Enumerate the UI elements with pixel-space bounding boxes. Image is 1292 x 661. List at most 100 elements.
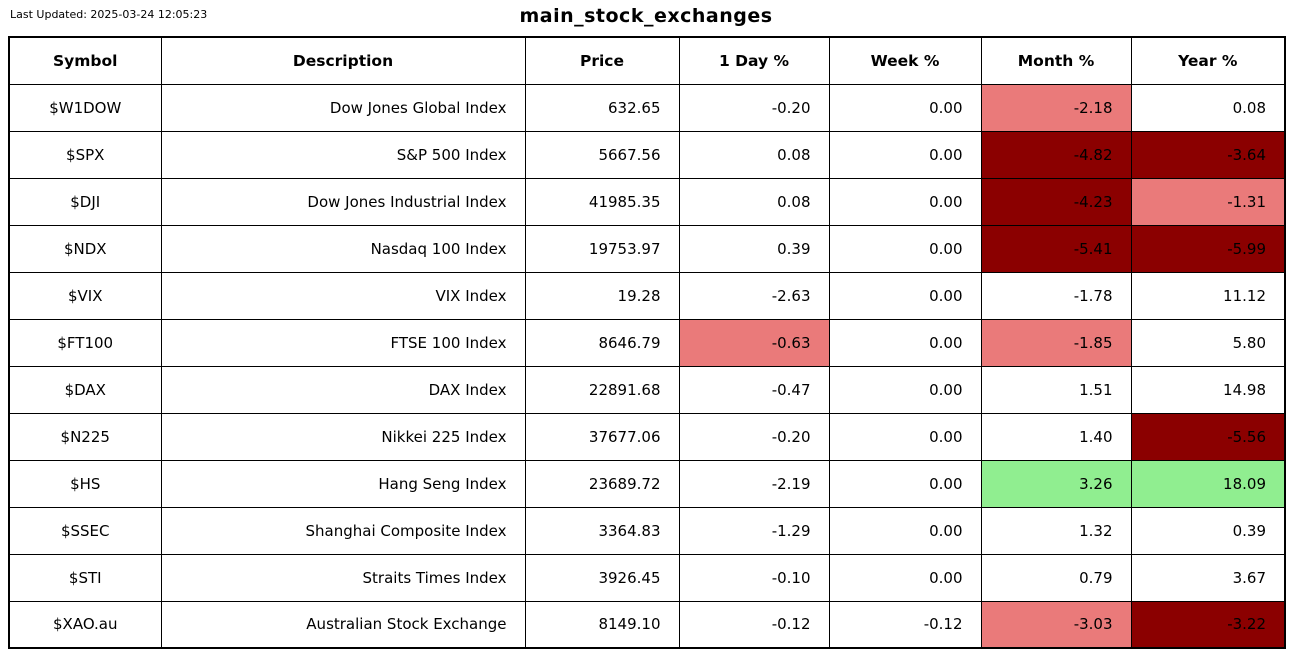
cell-day: -0.12 [678,600,830,649]
cell-week: 0.00 [828,459,982,508]
cell-week: -0.12 [828,600,982,649]
page-title: main_stock_exchanges [519,5,773,27]
cell-day: -0.20 [678,83,830,132]
cell-month: -1.78 [980,271,1132,320]
cell-description: Nasdaq 100 Index [160,224,526,273]
column-header-month: Month % [980,36,1132,85]
stock-exchanges-table: Symbol Description Price 1 Day % Week % Month… [8,36,1286,649]
cell-description: Australian Stock Exchange [160,600,526,649]
cell-year: -3.64 [1130,130,1286,179]
cell-year: 0.39 [1130,506,1286,555]
cell-price: 19.28 [524,271,680,320]
cell-day: 0.08 [678,177,830,226]
cell-week: 0.00 [828,130,982,179]
column-header-week: Week % [828,36,982,85]
cell-year: 11.12 [1130,271,1286,320]
cell-week: 0.00 [828,83,982,132]
table-row: $STI Straits Times Index 3926.45 -0.10 0.00 0… [8,553,1286,602]
cell-description: VIX Index [160,271,526,320]
cell-year: 0.08 [1130,83,1286,132]
cell-year: -5.56 [1130,412,1286,461]
report-header: Last Updated: 2025-03-24 12:05:23 main_s… [0,0,1292,36]
cell-month: 1.32 [980,506,1132,555]
cell-day: -0.10 [678,553,830,602]
cell-year: -5.99 [1130,224,1286,273]
cell-symbol: $DJI [8,177,162,226]
cell-day: 0.39 [678,224,830,273]
cell-symbol: $W1DOW [8,83,162,132]
table-row: $DAX DAX Index 22891.68 -0.47 0.00 1.51 14.98 [8,365,1286,414]
table-row: $FT100 FTSE 100 Index 8646.79 -0.63 0.00 -1.8… [8,318,1286,367]
cell-month: -3.03 [980,600,1132,649]
cell-price: 3926.45 [524,553,680,602]
cell-year: -3.22 [1130,600,1286,649]
cell-price: 8646.79 [524,318,680,367]
cell-week: 0.00 [828,365,982,414]
cell-symbol: $HS [8,459,162,508]
table-row: $HS Hang Seng Index 23689.72 -2.19 0.00 3.26 1… [8,459,1286,508]
table-row: $NDX Nasdaq 100 Index 19753.97 0.39 0.00 -5.4… [8,224,1286,273]
cell-month: -5.41 [980,224,1132,273]
cell-description: Hang Seng Index [160,459,526,508]
cell-year: 14.98 [1130,365,1286,414]
cell-day: -1.29 [678,506,830,555]
cell-description: Straits Times Index [160,553,526,602]
cell-symbol: $N225 [8,412,162,461]
cell-price: 5667.56 [524,130,680,179]
cell-description: Nikkei 225 Index [160,412,526,461]
cell-symbol: $SPX [8,130,162,179]
cell-day: -0.47 [678,365,830,414]
cell-week: 0.00 [828,224,982,273]
cell-month: 3.26 [980,459,1132,508]
cell-week: 0.00 [828,553,982,602]
cell-price: 632.65 [524,83,680,132]
column-header-symbol: Symbol [8,36,162,85]
cell-week: 0.00 [828,412,982,461]
cell-symbol: $SSEC [8,506,162,555]
cell-week: 0.00 [828,271,982,320]
cell-day: -2.19 [678,459,830,508]
cell-week: 0.00 [828,177,982,226]
cell-symbol: $VIX [8,271,162,320]
header-row: Symbol Description Price 1 Day % Week % Month… [8,36,1286,85]
table-body: $W1DOW Dow Jones Global Index 632.65 -0.20 0… [8,83,1286,649]
cell-year: 18.09 [1130,459,1286,508]
cell-month: 0.79 [980,553,1132,602]
cell-symbol: $XAO.au [8,600,162,649]
cell-symbol: $NDX [8,224,162,273]
cell-price: 22891.68 [524,365,680,414]
table-row: $W1DOW Dow Jones Global Index 632.65 -0.20 0… [8,83,1286,132]
cell-price: 19753.97 [524,224,680,273]
column-header-price: Price [524,36,680,85]
table-row: $VIX VIX Index 19.28 -2.63 0.00 -1.78 11.12 [8,271,1286,320]
cell-day: -0.20 [678,412,830,461]
last-updated-label: Last Updated: 2025-03-24 12:05:23 [10,8,208,21]
cell-description: DAX Index [160,365,526,414]
cell-price: 37677.06 [524,412,680,461]
cell-month: -1.85 [980,318,1132,367]
cell-month: -2.18 [980,83,1132,132]
cell-month: -4.82 [980,130,1132,179]
cell-week: 0.00 [828,506,982,555]
table-row: $N225 Nikkei 225 Index 37677.06 -0.20 0.00 1.… [8,412,1286,461]
cell-price: 41985.35 [524,177,680,226]
cell-week: 0.00 [828,318,982,367]
cell-month: 1.40 [980,412,1132,461]
cell-description: Shanghai Composite Index [160,506,526,555]
table-row: $XAO.au Australian Stock Exchange 8149.10-… [8,600,1286,649]
column-header-day: 1 Day % [678,36,830,85]
cell-description: FTSE 100 Index [160,318,526,367]
cell-day: 0.08 [678,130,830,179]
cell-month: 1.51 [980,365,1132,414]
cell-year: 3.67 [1130,553,1286,602]
cell-price: 23689.72 [524,459,680,508]
table-row: $SSEC Shanghai Composite Index 3364.83 -1.2… [8,506,1286,555]
table-row: $SPX S&P 500 Index 5667.56 0.08 0.00 -4.82 -3.… [8,130,1286,179]
cell-price: 8149.10 [524,600,680,649]
column-header-year: Year % [1130,36,1286,85]
cell-description: S&P 500 Index [160,130,526,179]
table-head: Symbol Description Price 1 Day % Week % Month… [8,36,1286,85]
cell-year: -1.31 [1130,177,1286,226]
cell-description: Dow Jones Industrial Index [160,177,526,226]
